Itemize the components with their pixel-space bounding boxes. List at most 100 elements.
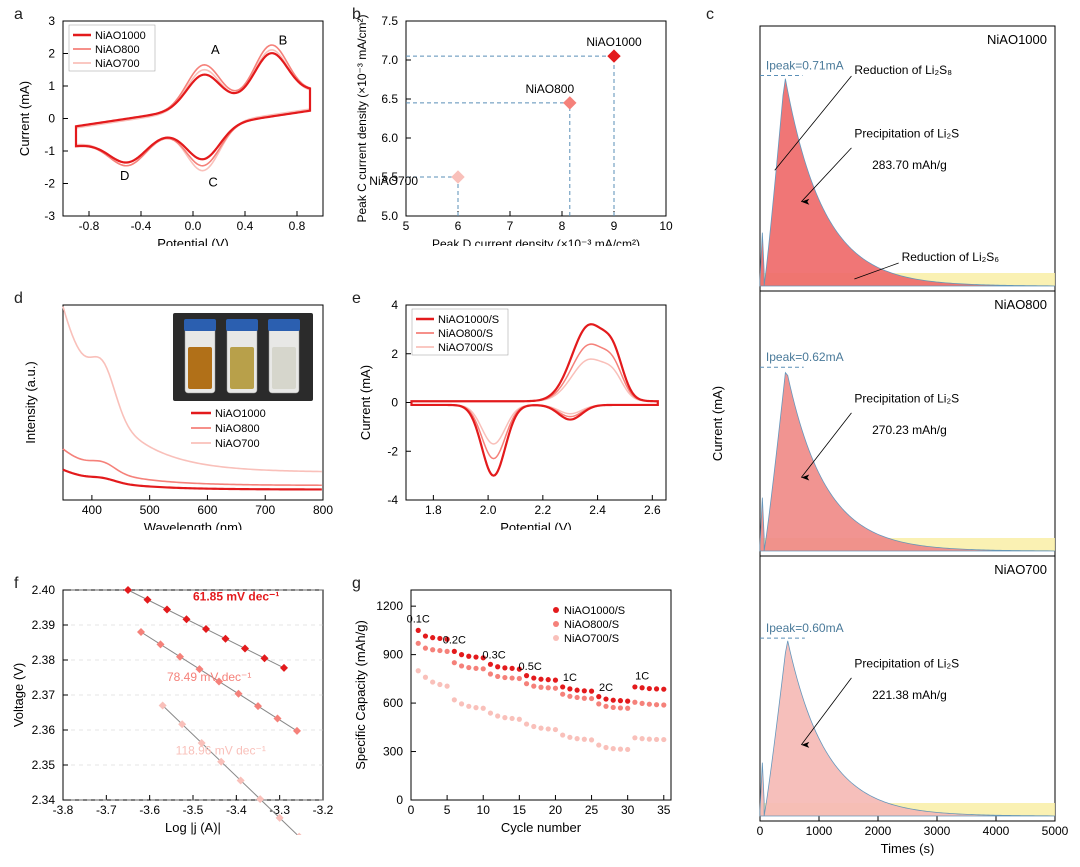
svg-text:1000: 1000 — [806, 824, 833, 838]
svg-text:1200: 1200 — [376, 599, 403, 613]
svg-text:25: 25 — [585, 803, 599, 817]
chart-a: -0.8-0.40.00.40.8-3-2-10123Potential (V)… — [8, 6, 338, 246]
svg-text:6.5: 6.5 — [381, 92, 398, 106]
chart-b: 56789105.05.56.06.57.07.5Peak D current … — [346, 6, 686, 246]
svg-text:4000: 4000 — [983, 824, 1010, 838]
svg-text:0: 0 — [48, 112, 55, 126]
svg-text:0.4: 0.4 — [237, 219, 254, 233]
svg-text:0.1C: 0.1C — [407, 613, 430, 625]
svg-text:2: 2 — [48, 47, 55, 61]
svg-text:NiAO1000/S: NiAO1000/S — [564, 605, 625, 617]
svg-text:C: C — [208, 175, 217, 190]
svg-text:Times (s): Times (s) — [881, 841, 935, 856]
svg-text:Log |j (A)|: Log |j (A)| — [165, 820, 221, 835]
svg-text:1.8: 1.8 — [425, 503, 442, 517]
chart-f: -3.8-3.7-3.6-3.5-3.4-3.3-3.22.342.352.36… — [8, 575, 338, 835]
svg-text:Ipeak=0.62mA: Ipeak=0.62mA — [766, 350, 844, 364]
label-f: f — [14, 575, 18, 593]
svg-text:2.40: 2.40 — [32, 583, 56, 597]
svg-text:NiAO700: NiAO700 — [369, 174, 418, 188]
label-a: a — [14, 6, 23, 24]
svg-text:1C: 1C — [563, 672, 577, 684]
svg-text:-3.6: -3.6 — [139, 803, 160, 817]
svg-text:NiAO1000/S: NiAO1000/S — [438, 314, 499, 326]
svg-text:5: 5 — [403, 219, 410, 233]
svg-text:NiAO1000: NiAO1000 — [586, 35, 642, 49]
svg-text:0.5C: 0.5C — [519, 661, 542, 673]
svg-text:NiAO700/S: NiAO700/S — [438, 342, 493, 354]
svg-text:2.38: 2.38 — [32, 653, 56, 667]
svg-text:700: 700 — [255, 503, 275, 517]
svg-text:NiAO1000: NiAO1000 — [95, 30, 146, 42]
panel-d: d 400500600700800Wavelength (nm)Intensit… — [8, 290, 338, 530]
svg-text:15: 15 — [513, 803, 527, 817]
label-e: e — [352, 290, 361, 308]
svg-text:Precipitation of Li₂S: Precipitation of Li₂S — [854, 126, 959, 140]
svg-text:Precipitation of Li₂S: Precipitation of Li₂S — [854, 656, 959, 670]
svg-text:-3.5: -3.5 — [183, 803, 204, 817]
svg-text:5000: 5000 — [1042, 824, 1069, 838]
svg-text:283.70 mAh/g: 283.70 mAh/g — [872, 158, 947, 172]
svg-text:2000: 2000 — [865, 824, 892, 838]
svg-text:2.37: 2.37 — [32, 688, 56, 702]
svg-text:-0.8: -0.8 — [79, 219, 100, 233]
svg-text:0.8: 0.8 — [289, 219, 306, 233]
svg-text:900: 900 — [383, 648, 403, 662]
svg-text:NiAO800: NiAO800 — [95, 44, 140, 56]
svg-text:Ipeak=0.60mA: Ipeak=0.60mA — [766, 621, 844, 635]
svg-text:61.85 mV dec⁻¹: 61.85 mV dec⁻¹ — [193, 590, 279, 604]
svg-text:Ipeak=0.71mA: Ipeak=0.71mA — [766, 59, 844, 73]
svg-text:8: 8 — [559, 219, 566, 233]
chart-d: 400500600700800Wavelength (nm)Intensity … — [8, 290, 338, 530]
svg-text:2C: 2C — [599, 682, 613, 694]
svg-text:3000: 3000 — [924, 824, 951, 838]
label-d: d — [14, 290, 23, 308]
svg-text:Wavelength (nm): Wavelength (nm) — [144, 520, 243, 530]
svg-text:NiAO800: NiAO800 — [525, 82, 574, 96]
svg-text:10: 10 — [477, 803, 491, 817]
panel-g: g 0510152025303503006009001200Cycle numb… — [346, 575, 686, 835]
svg-text:270.23 mAh/g: 270.23 mAh/g — [872, 423, 947, 437]
svg-text:-3.4: -3.4 — [226, 803, 247, 817]
svg-text:30: 30 — [621, 803, 635, 817]
svg-text:400: 400 — [82, 503, 102, 517]
svg-text:0: 0 — [396, 793, 403, 807]
svg-text:-4: -4 — [387, 493, 398, 507]
svg-text:Current (mA): Current (mA) — [710, 386, 725, 461]
svg-text:2.4: 2.4 — [589, 503, 606, 517]
svg-text:D: D — [120, 168, 129, 183]
svg-text:0.0: 0.0 — [185, 219, 202, 233]
svg-text:2.0: 2.0 — [480, 503, 497, 517]
svg-text:Current (mA): Current (mA) — [17, 81, 32, 156]
svg-text:7.0: 7.0 — [381, 53, 398, 67]
svg-text:A: A — [211, 42, 220, 57]
svg-text:6: 6 — [455, 219, 462, 233]
svg-text:0: 0 — [408, 803, 415, 817]
svg-text:Current (mA): Current (mA) — [358, 365, 373, 440]
svg-text:2.2: 2.2 — [534, 503, 551, 517]
svg-text:20: 20 — [549, 803, 563, 817]
svg-text:78.49 mV dec⁻¹: 78.49 mV dec⁻¹ — [167, 670, 251, 684]
svg-text:NiAO800/S: NiAO800/S — [564, 619, 619, 631]
svg-text:4: 4 — [391, 298, 398, 312]
svg-text:Specific Capacity (mAh/g): Specific Capacity (mAh/g) — [353, 620, 368, 770]
svg-text:221.38 mAh/g: 221.38 mAh/g — [872, 688, 947, 702]
svg-text:3: 3 — [48, 14, 55, 28]
svg-text:-2: -2 — [387, 444, 398, 458]
svg-text:NiAO700: NiAO700 — [215, 438, 260, 450]
svg-text:-3.7: -3.7 — [96, 803, 117, 817]
svg-text:Voltage (V): Voltage (V) — [11, 663, 26, 727]
svg-text:300: 300 — [383, 745, 403, 759]
panel-f: f -3.8-3.7-3.6-3.5-3.4-3.3-3.22.342.352.… — [8, 575, 338, 835]
svg-text:Reduction of Li₂S₆: Reduction of Li₂S₆ — [902, 250, 1000, 264]
label-b: b — [352, 6, 361, 24]
svg-text:-2: -2 — [44, 177, 55, 191]
svg-text:NiAO800: NiAO800 — [994, 297, 1047, 312]
svg-text:600: 600 — [383, 696, 403, 710]
svg-text:Cycle number: Cycle number — [501, 820, 582, 835]
svg-text:1: 1 — [48, 79, 55, 93]
svg-text:Reduction of Li₂S₈: Reduction of Li₂S₈ — [854, 63, 952, 77]
svg-text:800: 800 — [313, 503, 333, 517]
chart-c: 010002000300040005000Times (s)Current (m… — [700, 6, 1075, 862]
svg-text:-3.8: -3.8 — [53, 803, 74, 817]
